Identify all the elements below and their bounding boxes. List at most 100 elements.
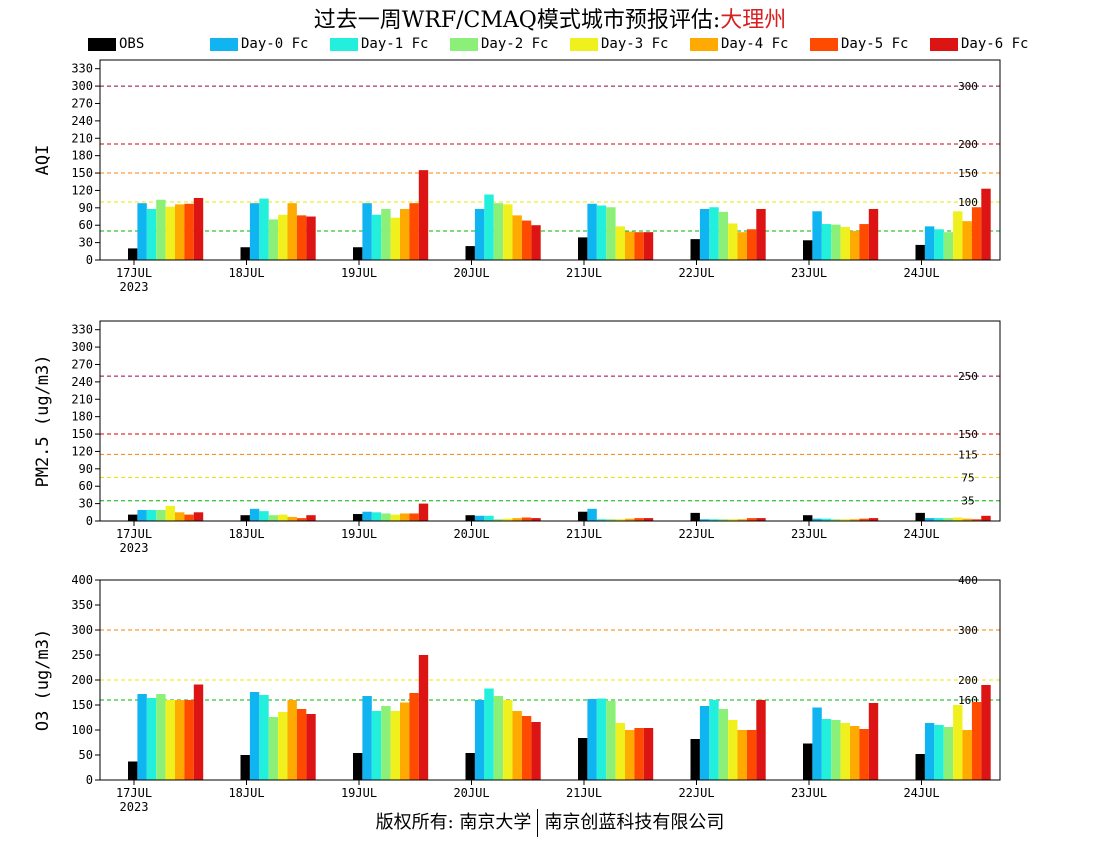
- bar: [578, 237, 588, 260]
- bar: [296, 518, 307, 521]
- y-tick-label: 120: [71, 444, 93, 458]
- bar: [531, 225, 541, 260]
- x-tick-label: 22JUL: [678, 786, 714, 800]
- bar: [503, 700, 513, 780]
- bar: [306, 216, 316, 260]
- x-tick-label: 24JUL: [903, 266, 939, 280]
- bar: [362, 511, 372, 521]
- bar: [184, 700, 194, 780]
- bar: [634, 518, 644, 521]
- bar: [850, 231, 860, 260]
- y-tick-label: 150: [71, 166, 93, 180]
- y-tick-label: 180: [71, 149, 93, 163]
- bar: [521, 517, 532, 521]
- bar: [718, 211, 729, 260]
- x-tick-label: 20JUL: [453, 527, 489, 541]
- bar: [840, 519, 850, 521]
- y-tick-label: 90: [79, 462, 93, 476]
- bar: [934, 725, 944, 780]
- bar: [353, 514, 363, 521]
- bar: [287, 700, 297, 780]
- bar: [587, 699, 597, 780]
- bar: [512, 518, 522, 521]
- y-tick-label: 60: [79, 218, 93, 232]
- bar: [353, 247, 363, 260]
- bar: [390, 514, 400, 521]
- bar: [249, 508, 260, 521]
- y-tick-label: 30: [79, 497, 93, 511]
- bar: [137, 203, 147, 260]
- bar: [381, 208, 391, 260]
- bar: [128, 248, 138, 260]
- bar: [850, 726, 860, 780]
- legend-label: Day-2 Fc: [481, 36, 549, 52]
- bar: [699, 208, 710, 260]
- bar: [306, 515, 316, 521]
- bar: [643, 518, 654, 521]
- legend-swatch: [690, 37, 718, 51]
- bar: [381, 513, 391, 521]
- x-tick-label: 24JUL: [903, 527, 939, 541]
- bar: [409, 513, 419, 521]
- bar: [156, 509, 166, 521]
- bar: [718, 709, 729, 780]
- year-label: 2023: [120, 541, 149, 555]
- bar: [803, 515, 813, 521]
- bar: [240, 755, 250, 780]
- bar: [493, 519, 504, 521]
- bar: [606, 519, 616, 521]
- x-tick-label: 20JUL: [453, 786, 489, 800]
- bar: [737, 232, 747, 260]
- y-tick-label: 0: [86, 253, 93, 267]
- bar: [868, 703, 879, 780]
- bar: [128, 514, 138, 521]
- x-tick-label: 23JUL: [791, 266, 827, 280]
- bar: [868, 518, 879, 521]
- legend-entry: OBS: [88, 36, 144, 52]
- y-tick-label: 150: [71, 698, 93, 712]
- bar: [634, 728, 644, 780]
- threshold-label: 300: [958, 80, 978, 93]
- legend-entry: Day-0 Fc: [210, 36, 308, 52]
- bar: [240, 515, 250, 521]
- legend-entry: Day-2 Fc: [450, 36, 548, 52]
- bar: [512, 711, 522, 780]
- bar: [418, 655, 429, 780]
- x-tick-label: 18JUL: [228, 786, 264, 800]
- legend-label: Day-0 Fc: [241, 36, 309, 52]
- bar: [184, 514, 194, 521]
- bar: [175, 204, 185, 260]
- bar: [934, 518, 944, 521]
- title-city: 大理州: [720, 8, 787, 33]
- bar: [278, 514, 288, 521]
- bar: [821, 224, 832, 260]
- bar: [296, 215, 307, 260]
- legend-label: Day-6 Fc: [961, 36, 1029, 52]
- bar: [728, 720, 738, 780]
- bar: [400, 702, 410, 780]
- y-tick-label: 240: [71, 375, 93, 389]
- bar: [175, 512, 185, 521]
- legend-swatch: [450, 37, 478, 51]
- bar: [418, 170, 429, 260]
- bar: [840, 723, 850, 780]
- bar: [400, 513, 410, 521]
- bar: [596, 205, 607, 260]
- bar: [690, 239, 700, 260]
- threshold-label: 75: [961, 472, 974, 485]
- bar: [353, 753, 363, 780]
- bar: [474, 208, 485, 260]
- y-tick-label: 330: [71, 62, 93, 76]
- threshold-label: 35: [961, 495, 974, 508]
- threshold-label: 300: [958, 624, 978, 637]
- y-tick-label: 150: [71, 427, 93, 441]
- bar: [587, 203, 597, 260]
- bar: [625, 730, 635, 780]
- y-tick-label: 180: [71, 410, 93, 424]
- y-tick-label: 30: [79, 236, 93, 250]
- bar: [625, 231, 635, 260]
- bar: [728, 519, 738, 521]
- bar: [756, 208, 766, 260]
- bar: [699, 706, 710, 780]
- y-tick-label: 210: [71, 392, 93, 406]
